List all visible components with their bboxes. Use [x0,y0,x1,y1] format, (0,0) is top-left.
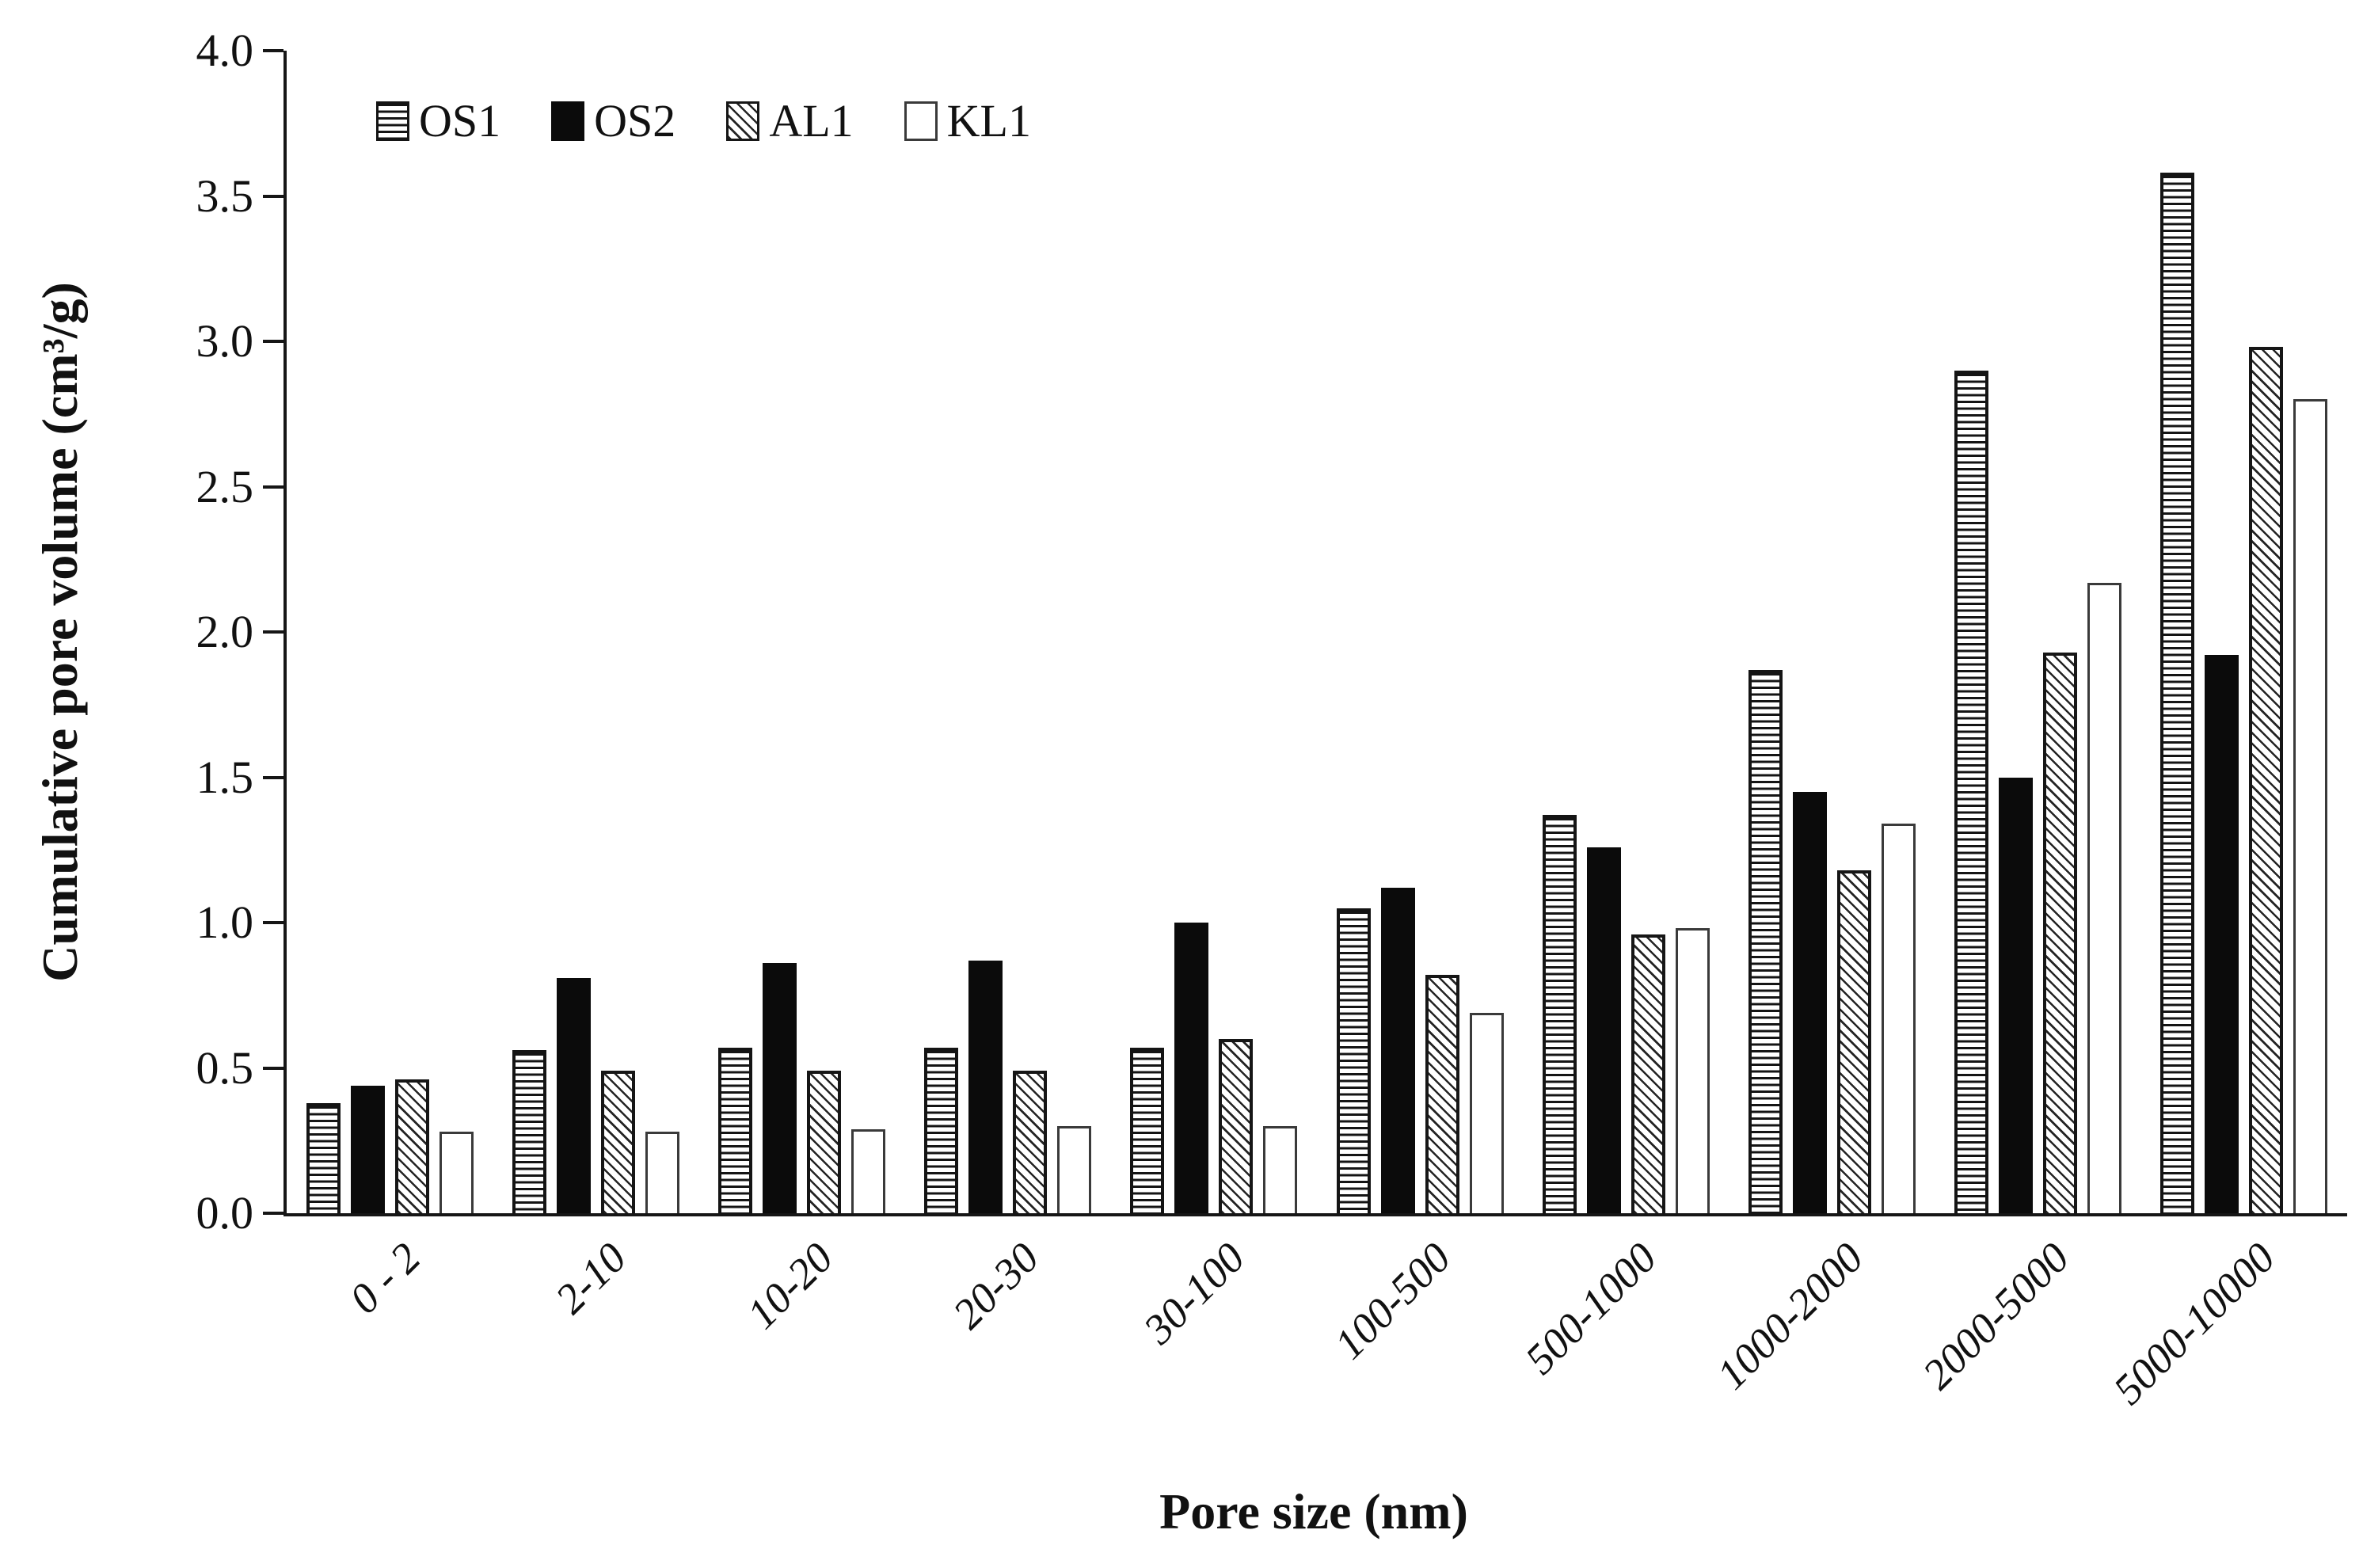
legend-item-AL1: AL1 [726,95,854,147]
bar-OS1-2-10 [512,1050,546,1213]
x-category-label-2000-5000: 2000-5000 [1913,1233,2079,1399]
bar-group-100-500 [1317,51,1523,1213]
bar-AL1-1000-2000 [1837,870,1872,1213]
legend-label-OS1: OS1 [419,95,501,147]
legend-swatch-KL1 [904,101,938,141]
bar-group-1000-2000 [1729,51,1935,1213]
x-category-label-1000-2000: 1000-2000 [1707,1233,1872,1399]
y-tick-label-1.5: 1.5 [196,751,254,803]
bar-KL1-100-500 [1469,1012,1504,1213]
legend-swatch-OS1 [376,101,409,141]
bar-OS2-10-20 [763,963,797,1213]
legend-swatch-AL1 [726,101,760,141]
bar-group-2000-5000 [1935,51,2141,1213]
legend-label-KL1: KL1 [946,95,1031,147]
bar-KL1-30-100 [1263,1125,1298,1213]
x-category-label-500-1000: 500-1000 [1516,1233,1666,1383]
bar-AL1-0 - 2 [394,1079,429,1213]
bar-group-2-10 [493,51,698,1213]
legend-item-KL1: KL1 [904,98,1031,144]
bar-KL1-20-30 [1057,1125,1092,1213]
y-tick-mark-2.0 [263,630,283,634]
y-tick-mark-1.5 [263,775,283,779]
x-category-label-100-500: 100-500 [1325,1233,1460,1368]
y-tick-label-3.5: 3.5 [196,169,254,222]
bar-AL1-100-500 [1425,975,1459,1213]
y-tick-mark-1.0 [263,921,283,924]
bar-OS2-20-30 [968,960,1003,1213]
legend-item-OS1: OS1 [376,98,500,144]
bar-KL1-1000-2000 [1882,824,1916,1213]
y-tick-mark-4.0 [263,49,283,52]
bar-AL1-5000-10000 [2249,347,2284,1213]
bar-OS1-500-1000 [1542,815,1577,1213]
x-axis-title: Pore size (nm) [1159,1483,1468,1539]
bar-KL1-5000-10000 [2293,399,2328,1213]
bar-OS2-100-500 [1380,887,1415,1213]
bar-groups [287,51,2347,1213]
x-category-label-30-100: 30-100 [1134,1233,1254,1353]
y-tick-mark-3.0 [263,340,283,343]
x-category-label-5000-10000: 5000-10000 [2104,1233,2285,1414]
bar-OS1-5000-10000 [2160,173,2195,1213]
y-tick-label-0.5: 0.5 [196,1041,254,1094]
bar-KL1-500-1000 [1675,928,1710,1213]
bar-OS1-0 - 2 [306,1102,341,1213]
bar-OS2-2-10 [556,977,591,1213]
bar-group-20-30 [905,51,1111,1213]
bar-KL1-10-20 [851,1128,885,1213]
x-category-label-10-20: 10-20 [737,1233,842,1338]
y-tick-label-0.0: 0.0 [196,1187,254,1239]
bar-group-30-100 [1111,51,1317,1213]
bar-OS1-20-30 [924,1047,959,1213]
legend-label-OS2: OS2 [594,95,676,147]
bar-OS1-2000-5000 [1954,370,1989,1213]
x-category-label-20-30: 20-30 [943,1233,1048,1338]
bar-group-5000-10000 [2141,51,2347,1213]
legend-swatch-OS2 [551,101,585,141]
bar-AL1-10-20 [807,1071,841,1213]
bar-OS2-1000-2000 [1793,791,1828,1213]
bar-OS1-10-20 [718,1047,752,1213]
y-tick-label-2.0: 2.0 [196,606,254,657]
bar-OS2-30-100 [1174,923,1209,1213]
bar-AL1-2-10 [600,1071,635,1213]
bar-AL1-500-1000 [1631,934,1665,1213]
x-category-label-2-10: 2-10 [546,1233,636,1323]
legend-item-OS2: OS2 [551,98,675,144]
y-tick-mark-2.5 [263,485,283,489]
bar-KL1-0 - 2 [439,1132,474,1213]
bar-AL1-2000-5000 [2043,652,2078,1213]
bar-AL1-30-100 [1219,1038,1254,1213]
y-tick-label-3.0: 3.0 [196,315,254,367]
bar-OS2-0 - 2 [350,1085,385,1213]
bar-OS1-100-500 [1336,908,1371,1213]
bar-KL1-2000-5000 [2087,582,2122,1213]
y-tick-mark-0.5 [263,1066,283,1070]
bar-OS1-30-100 [1130,1047,1165,1213]
bar-group-0 - 2 [287,51,493,1213]
y-tick-label-4.0: 4.0 [196,25,254,76]
y-axis-title: Cumulative pore volume (cm³/g) [32,282,88,982]
legend-label-AL1: AL1 [769,95,854,147]
y-tick-mark-0.0 [263,1212,283,1215]
bar-KL1-2-10 [645,1132,679,1213]
x-category-label-0 - 2: 0 - 2 [340,1233,430,1323]
bar-OS1-1000-2000 [1748,669,1783,1213]
bar-group-500-1000 [1523,51,1729,1213]
bar-OS2-5000-10000 [2205,655,2239,1213]
bar-OS2-2000-5000 [1999,777,2034,1213]
bar-AL1-20-30 [1013,1071,1048,1213]
y-tick-mark-3.5 [263,194,283,198]
plot-area [283,51,2347,1216]
y-tick-label-1.0: 1.0 [196,896,254,948]
legend: OS1 OS2 AL1 KL1 [376,98,1031,144]
bar-OS2-500-1000 [1586,847,1621,1213]
y-tick-label-2.5: 2.5 [196,460,254,512]
bar-group-10-20 [698,51,904,1213]
